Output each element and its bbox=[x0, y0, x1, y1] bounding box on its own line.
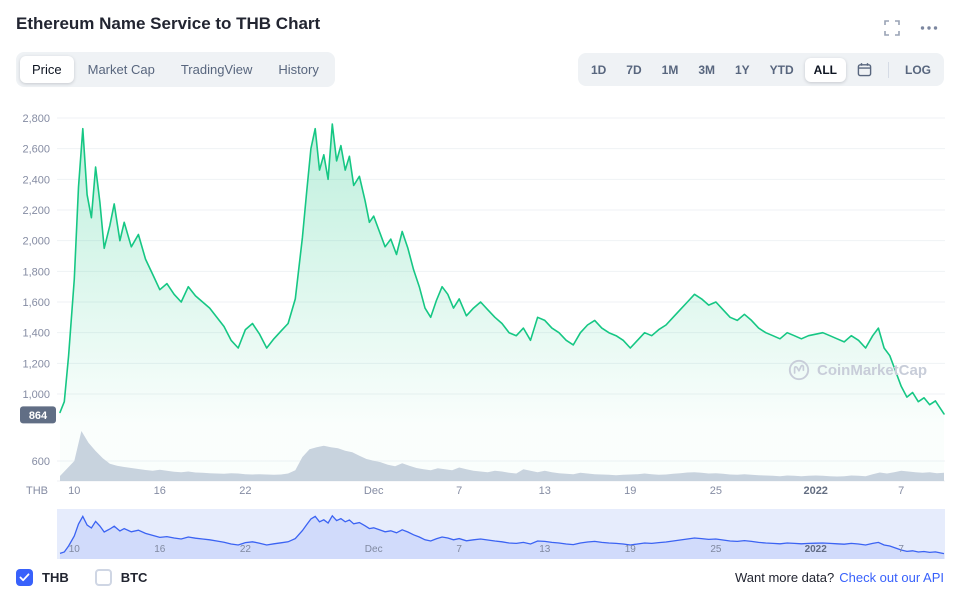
chart-navigator[interactable]: 10 16 22 Dec 7 13 19 25 2022 7 bbox=[0, 509, 960, 559]
svg-text:7: 7 bbox=[898, 485, 904, 497]
current-price-badge bbox=[20, 406, 56, 424]
svg-text:16: 16 bbox=[154, 485, 166, 497]
svg-text:1,600: 1,600 bbox=[22, 297, 50, 309]
chart-type-tabs: Price Market Cap TradingView History bbox=[16, 52, 335, 87]
chart-area: 2,800 2,600 2,400 2,200 2,000 1,800 1,600 1,400… bbox=[0, 101, 960, 559]
calendar-icon bbox=[857, 63, 872, 77]
legend-item-btc[interactable]: BTC bbox=[94, 569, 148, 586]
legend-item-thb[interactable]: THB bbox=[16, 569, 69, 586]
fullscreen-icon bbox=[884, 20, 900, 36]
svg-text:13: 13 bbox=[539, 485, 551, 497]
svg-text:7: 7 bbox=[456, 485, 462, 497]
range-1y[interactable]: 1Y bbox=[726, 58, 759, 82]
tab-history[interactable]: History bbox=[266, 56, 330, 83]
svg-text:1,400: 1,400 bbox=[22, 328, 50, 340]
range-1m[interactable]: 1M bbox=[653, 58, 688, 82]
svg-text:7: 7 bbox=[456, 544, 462, 555]
ellipsis-icon bbox=[920, 26, 938, 30]
range-3m[interactable]: 3M bbox=[689, 58, 724, 82]
tab-price[interactable]: Price bbox=[20, 56, 74, 83]
legend: THB BTC bbox=[16, 569, 147, 586]
fullscreen-button[interactable] bbox=[882, 18, 902, 38]
range-ytd[interactable]: YTD bbox=[761, 58, 803, 82]
price-chart[interactable]: 2,800 2,600 2,400 2,200 2,000 1,800 1,600 1,400… bbox=[0, 101, 960, 501]
svg-text:25: 25 bbox=[710, 544, 722, 555]
svg-text:THB: THB bbox=[26, 485, 48, 497]
navigator-line bbox=[59, 514, 945, 555]
btc-legend-label: BTC bbox=[120, 570, 148, 585]
svg-text:2,800: 2,800 bbox=[22, 113, 50, 125]
svg-text:22: 22 bbox=[240, 544, 252, 555]
svg-text:10: 10 bbox=[69, 544, 81, 555]
api-promo: Want more data? Check out our API bbox=[735, 570, 944, 585]
navigator-background[interactable] bbox=[57, 509, 945, 559]
chart-footer: THB BTC Want more data? Check out our API bbox=[0, 559, 960, 586]
tab-market-cap[interactable]: Market Cap bbox=[76, 56, 167, 83]
svg-text:2,200: 2,200 bbox=[22, 205, 50, 217]
check-icon bbox=[19, 573, 30, 582]
api-link[interactable]: Check out our API bbox=[839, 570, 944, 585]
range-1d[interactable]: 1D bbox=[582, 58, 615, 82]
svg-text:2022: 2022 bbox=[803, 485, 827, 497]
svg-text:1,000: 1,000 bbox=[22, 389, 50, 401]
svg-text:1,200: 1,200 bbox=[22, 358, 50, 370]
toolbar-divider bbox=[888, 61, 889, 78]
svg-text:25: 25 bbox=[710, 485, 722, 497]
more-data-text: Want more data? bbox=[734, 570, 835, 585]
page-title: Ethereum Name Service to THB Chart bbox=[16, 14, 321, 33]
toolbar: Price Market Cap TradingView History 1D … bbox=[0, 52, 960, 87]
svg-text:10: 10 bbox=[68, 485, 80, 497]
range-7d[interactable]: 7D bbox=[617, 58, 650, 82]
price-area bbox=[60, 124, 944, 481]
thb-legend-label: THB bbox=[42, 570, 69, 585]
svg-text:22: 22 bbox=[239, 485, 251, 497]
svg-text:Dec: Dec bbox=[364, 485, 384, 497]
svg-text:2,000: 2,000 bbox=[22, 236, 50, 248]
svg-text:2,600: 2,600 bbox=[22, 144, 50, 156]
header: Ethereum Name Service to THB Chart bbox=[0, 0, 960, 38]
svg-text:2,400: 2,400 bbox=[22, 174, 50, 186]
svg-text:2022: 2022 bbox=[805, 544, 828, 555]
svg-text:864: 864 bbox=[29, 410, 48, 422]
svg-text:19: 19 bbox=[624, 485, 636, 497]
svg-text:13: 13 bbox=[539, 544, 551, 555]
range-all[interactable]: ALL bbox=[804, 57, 846, 82]
navigator-area bbox=[60, 515, 944, 559]
more-options-button[interactable] bbox=[918, 23, 940, 33]
btc-checkbox[interactable] bbox=[94, 569, 112, 586]
log-scale-button[interactable]: LOG bbox=[896, 58, 940, 82]
svg-text:Dec: Dec bbox=[365, 544, 383, 555]
svg-text:1,800: 1,800 bbox=[22, 266, 50, 278]
tab-tradingview[interactable]: TradingView bbox=[169, 56, 265, 83]
thb-checkbox[interactable] bbox=[16, 569, 33, 586]
price-line bbox=[59, 123, 945, 415]
svg-text:600: 600 bbox=[32, 456, 50, 468]
range-selector: 1D 7D 1M 3M 1Y YTD ALL LOG bbox=[577, 53, 944, 86]
date-range-picker-button[interactable] bbox=[848, 57, 881, 82]
svg-text:19: 19 bbox=[625, 544, 637, 555]
svg-text:7: 7 bbox=[898, 544, 904, 555]
svg-text:16: 16 bbox=[154, 544, 166, 555]
